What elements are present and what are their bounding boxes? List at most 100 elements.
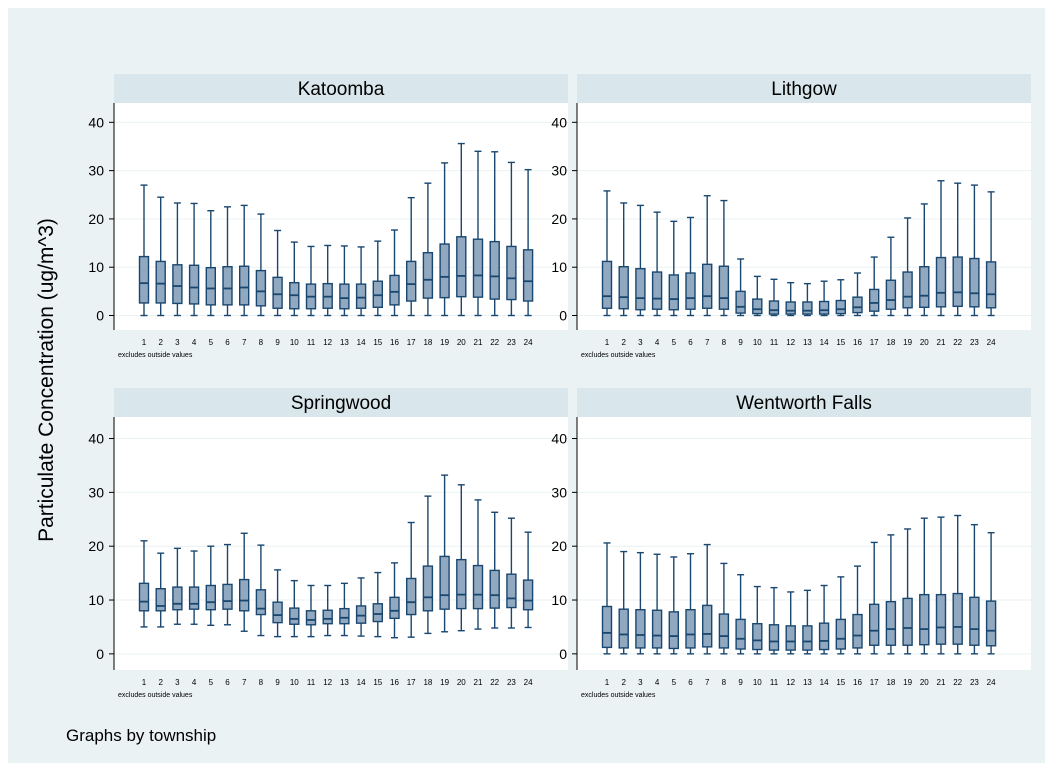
iqr-box: [835, 618, 846, 650]
y-tick-label: 20: [88, 538, 104, 554]
x-tick-label: 14: [820, 678, 829, 687]
iqr-box: [255, 589, 267, 616]
iqr-box: [372, 603, 383, 623]
box-hour-21: [472, 150, 484, 317]
box-hour-7: [702, 543, 713, 655]
box-hour-2: [155, 552, 166, 628]
box-hour-3: [172, 547, 183, 625]
iqr-box: [651, 609, 663, 649]
box-hour-2: [155, 196, 166, 317]
iqr-box: [635, 267, 646, 311]
iqr-box: [355, 605, 367, 624]
box-hour-18: [422, 495, 434, 635]
y-tick-label: 0: [559, 646, 567, 662]
y-tick-label: 20: [551, 211, 567, 227]
x-tick-label: 3: [175, 338, 180, 347]
x-tick-label: 20: [920, 678, 929, 687]
box-hour-19: [439, 474, 450, 633]
box-hour-22: [489, 151, 500, 317]
y-tick-label: 0: [559, 308, 567, 324]
iqr-box: [272, 601, 283, 624]
iqr-box: [188, 264, 200, 305]
excludes-outside-values-note: excludes outside values: [581, 692, 656, 699]
x-tick-label: 7: [705, 678, 710, 687]
box-hour-23: [969, 523, 980, 655]
x-tick-label: 24: [524, 338, 533, 347]
iqr-box: [651, 271, 663, 310]
box-hour-10: [752, 275, 763, 317]
x-tick-label: 4: [655, 338, 660, 347]
iqr-box: [752, 623, 763, 651]
x-tick-label: 4: [192, 678, 197, 687]
box-hour-3: [635, 551, 646, 655]
x-tick-label: 5: [209, 678, 214, 687]
panel-title-bar: [114, 388, 568, 417]
box-hour-8: [255, 213, 267, 317]
iqr-box: [785, 625, 796, 651]
box-hour-4: [188, 550, 200, 625]
iqr-box: [205, 584, 217, 611]
x-tick-label: 23: [507, 338, 516, 347]
iqr-box: [355, 283, 367, 309]
iqr-box: [155, 260, 166, 304]
box-hour-22: [952, 182, 963, 317]
box-hour-23: [506, 517, 517, 629]
iqr-box: [372, 280, 383, 308]
iqr-box: [456, 558, 467, 610]
x-tick-label: 4: [655, 678, 660, 687]
x-tick-label: 16: [390, 338, 399, 347]
iqr-box: [668, 274, 679, 311]
x-tick-label: 22: [953, 338, 962, 347]
panel-title-bar: [577, 74, 1031, 103]
iqr-box: [852, 296, 863, 314]
iqr-box: [439, 243, 450, 299]
x-tick-label: 10: [753, 678, 762, 687]
x-tick-label: 8: [722, 338, 727, 347]
iqr-box: [289, 607, 300, 625]
box-hour-24: [985, 532, 997, 655]
plot-area: [114, 417, 568, 670]
x-tick-label: 20: [457, 338, 466, 347]
y-tick-label: 10: [551, 259, 567, 275]
x-tick-label: 7: [242, 338, 247, 347]
box-hour-13: [802, 589, 813, 655]
y-tick-label: 30: [88, 484, 104, 500]
box-hour-11: [768, 586, 780, 655]
x-tick-label: 16: [853, 338, 862, 347]
x-tick-label: 9: [275, 678, 280, 687]
box-hour-6: [685, 553, 696, 655]
iqr-box: [422, 565, 434, 612]
x-tick-label: 12: [786, 338, 795, 347]
box-hour-15: [372, 240, 383, 317]
y-tick-label: 30: [551, 163, 567, 179]
x-tick-label: 5: [672, 338, 677, 347]
iqr-box: [155, 588, 166, 612]
iqr-box: [389, 596, 400, 620]
iqr-box: [339, 607, 350, 625]
box-hour-22: [489, 511, 500, 629]
iqr-box: [255, 269, 267, 307]
box-hour-17: [869, 541, 880, 655]
x-tick-label: 1: [142, 338, 147, 347]
x-tick-label: 18: [886, 678, 895, 687]
box-hour-8: [718, 562, 730, 655]
iqr-box: [969, 257, 980, 308]
box-hour-7: [702, 195, 713, 317]
x-tick-label: 6: [225, 678, 230, 687]
box-hour-3: [635, 204, 646, 317]
box-hour-5: [205, 545, 217, 627]
iqr-box: [885, 600, 897, 646]
iqr-box: [919, 593, 930, 646]
x-tick-label: 2: [158, 338, 163, 347]
iqr-box: [852, 613, 863, 649]
x-tick-label: 1: [605, 338, 610, 347]
iqr-box: [188, 586, 200, 610]
box-hour-20: [456, 142, 467, 317]
iqr-box: [618, 608, 629, 649]
iqr-box: [138, 582, 150, 612]
x-tick-label: 9: [738, 338, 743, 347]
y-tick-label: 20: [88, 211, 104, 227]
x-tick-label: 20: [920, 338, 929, 347]
iqr-box: [802, 625, 813, 651]
